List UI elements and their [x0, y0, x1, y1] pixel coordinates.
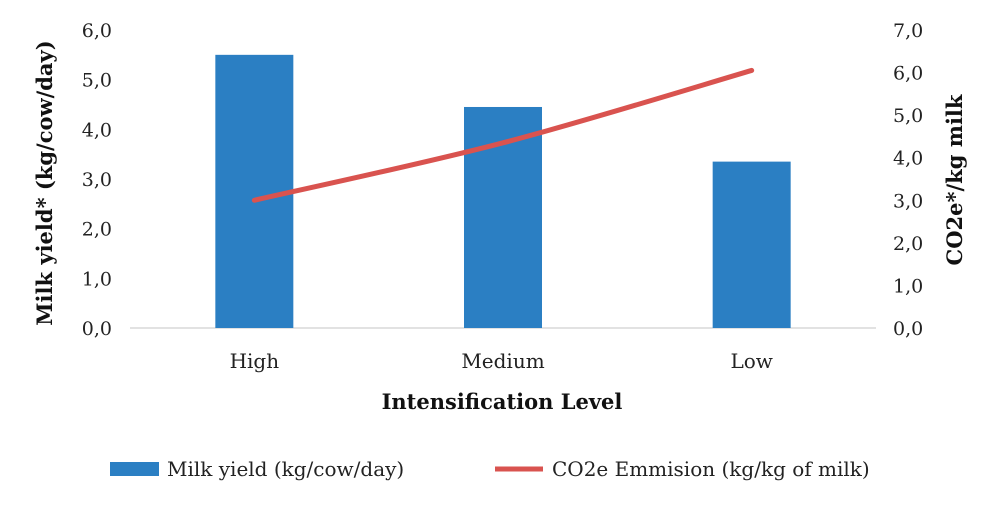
y-tick-label: 4,0 [82, 119, 112, 141]
y-tick-label: 3,0 [82, 169, 112, 191]
y-tick-label: 2,0 [82, 219, 112, 241]
y2-axis-title: CO2e*/kg milk [942, 94, 967, 265]
x-tick-label: Medium [461, 349, 544, 373]
y-tick-label: 5,0 [82, 70, 112, 92]
y-tick-label: 0,0 [82, 318, 112, 340]
y2-tick-label: 0,0 [893, 318, 923, 340]
y-tick-label: 6,0 [82, 20, 112, 42]
y2-tick-label: 4,0 [893, 148, 923, 170]
legend-label-co2e: CO2e Emmision (kg/kg of milk) [552, 457, 870, 481]
legend-label-milk-yield: Milk yield (kg/cow/day) [167, 457, 404, 481]
y2-tick-label: 5,0 [893, 105, 923, 127]
bar-medium [464, 106, 542, 328]
y2-tick-label: 3,0 [893, 190, 923, 212]
x-tick-label: Low [730, 349, 772, 373]
right-axis-ticks: 0,0 1,0 2,0 3,0 4,0 5,0 6,0 7,0 [893, 20, 923, 340]
bar-high [215, 54, 294, 328]
y2-tick-label: 2,0 [893, 233, 923, 255]
x-tick-label: High [230, 349, 280, 373]
left-axis-ticks: 0,0 1,0 2,0 3,0 4,0 5,0 6,0 [82, 20, 112, 340]
bar-low [712, 161, 791, 328]
category-labels: High Medium Low [230, 349, 773, 373]
y2-tick-label: 7,0 [893, 20, 923, 42]
y2-tick-label: 1,0 [893, 275, 923, 297]
legend: Milk yield (kg/cow/day) CO2e Emmision (k… [110, 457, 870, 481]
x-axis-title: Intensification Level [382, 389, 623, 414]
y2-tick-label: 6,0 [893, 63, 923, 85]
y-axis-title: Milk yield* (kg/cow/day) [32, 40, 57, 325]
co2e-line [251, 67, 755, 203]
legend-swatch-milk-yield [110, 462, 159, 476]
y-tick-label: 1,0 [82, 268, 112, 290]
line-series [251, 67, 755, 203]
